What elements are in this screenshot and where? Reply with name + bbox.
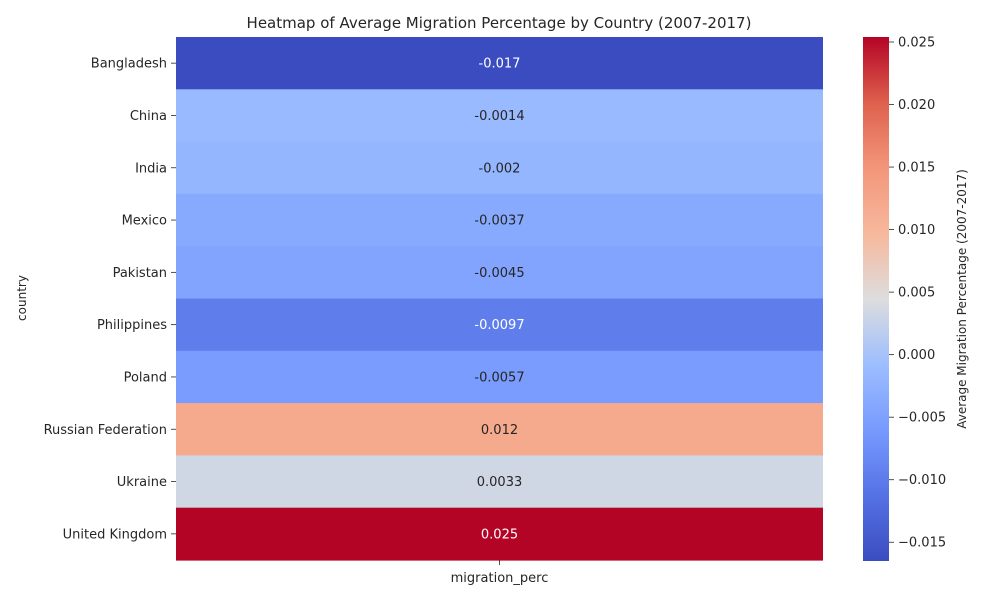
- cell-value-label: 0.0033: [477, 475, 523, 490]
- y-tick-label: Russian Federation: [44, 423, 167, 438]
- heatmap-cell: [176, 141, 823, 195]
- cell-value-label: -0.0057: [474, 370, 524, 385]
- colorbar-tick-label: −0.010: [898, 473, 946, 488]
- y-tick-label: United Kingdom: [63, 527, 167, 542]
- y-tick-label: India: [135, 161, 167, 176]
- heatmap-cells: -0.017 -0.0014 -0.002 -0.0037 -0.0045 -0.0097…: [176, 37, 823, 561]
- x-tick-label: migration_perc: [451, 571, 549, 586]
- cell-value-label: -0.017: [479, 57, 521, 72]
- y-tick-label: Poland: [124, 370, 167, 385]
- colorbar-label: Average Migration Percentage (2007-2017): [955, 169, 969, 429]
- y-tick-label: Bangladesh: [91, 57, 167, 72]
- heatmap-cell: [176, 37, 823, 90]
- heatmap-cell: [176, 350, 823, 404]
- cell-value-label: -0.0037: [474, 214, 524, 229]
- x-tick-labels: migration_perc: [451, 560, 549, 586]
- cell-value-label: 0.012: [481, 423, 518, 438]
- colorbar-tick-label: 0.000: [898, 348, 935, 363]
- chart-title: Heatmap of Average Migration Percentage …: [247, 14, 752, 32]
- heatmap-cell: [176, 507, 823, 561]
- y-tick-labels: Bangladesh China India Mexico Pakistan Philip…: [44, 57, 176, 542]
- colorbar-tick-label: 0.025: [898, 36, 935, 51]
- colorbar-tick-label: 0.005: [898, 286, 935, 301]
- y-axis-label: country: [15, 275, 29, 321]
- y-tick-label: China: [130, 109, 167, 124]
- heatmap-cell: [176, 89, 823, 143]
- colorbar-tick-label: −0.015: [898, 536, 946, 551]
- heatmap-cell: [176, 193, 823, 247]
- y-tick-label: Philippines: [97, 318, 167, 333]
- heatmap-cell: [176, 455, 823, 509]
- colorbar-tick-label: −0.005: [898, 411, 946, 426]
- cell-value-label: -0.002: [479, 161, 521, 176]
- heatmap-cell: [176, 403, 823, 456]
- cell-value-label: 0.025: [481, 527, 518, 542]
- colorbar-gradient: [863, 37, 889, 561]
- y-tick-label: Pakistan: [113, 266, 167, 281]
- colorbar-tick-label: 0.010: [898, 223, 935, 238]
- colorbar: [863, 37, 889, 561]
- y-tick-label: Ukraine: [117, 475, 167, 490]
- heatmap-cell: [176, 246, 823, 300]
- colorbar-ticks: −0.015 −0.010 −0.005 0.000 0.005 0.010 0.015 0.…: [889, 36, 946, 551]
- cell-value-label: -0.0045: [474, 266, 524, 281]
- colorbar-tick-label: 0.020: [898, 98, 935, 113]
- colorbar-tick-label: 0.015: [898, 161, 935, 176]
- y-tick-label: Mexico: [122, 214, 167, 229]
- cell-value-label: -0.0014: [474, 109, 524, 124]
- heatmap-cell: [176, 298, 823, 352]
- cell-value-label: -0.0097: [474, 318, 524, 333]
